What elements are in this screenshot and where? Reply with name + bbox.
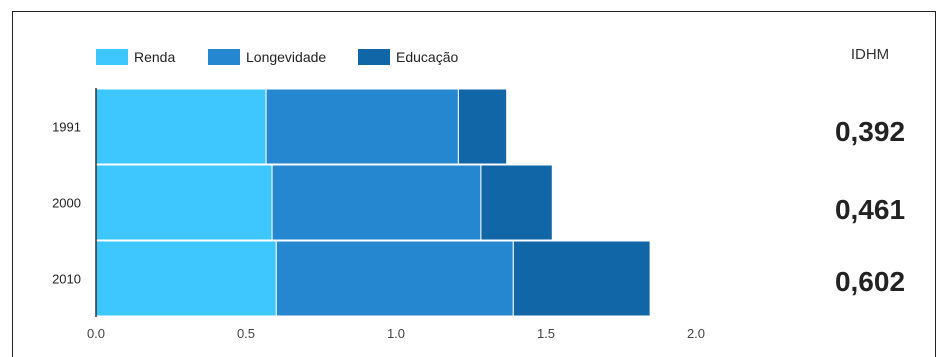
- legend-label-0: Renda: [134, 49, 175, 65]
- bar-2010-educação: [512, 240, 651, 317]
- legend-swatch-2: [358, 49, 390, 65]
- bar-2010-longevidade: [275, 240, 514, 317]
- legend-label-1: Longevidade: [246, 49, 326, 65]
- category-label-1991: 1991: [52, 120, 81, 135]
- idhm-title: IDHM: [850, 46, 890, 63]
- legend-label-2: Educação: [396, 49, 458, 65]
- x-tick-label-3: 1.5: [537, 326, 555, 341]
- idhm-value-2000: 0,461: [834, 194, 906, 225]
- y-axis: 1991 2000 2010: [52, 88, 97, 317]
- legend-swatch-1: [208, 49, 240, 65]
- x-tick-label-0: 0.0: [87, 326, 105, 341]
- bar-1991-longevidade: [265, 88, 459, 165]
- bars-group: [95, 88, 651, 317]
- x-tick-label-2: 1.0: [387, 326, 405, 341]
- chart-legend: Renda Longevidade Educação: [96, 49, 458, 65]
- idhm-value-2010: 0,602: [834, 266, 906, 297]
- idhm-value-1991: 0,392: [834, 116, 906, 147]
- bar-1991-renda: [95, 88, 267, 165]
- legend-swatch-0: [96, 49, 128, 65]
- bar-2000-renda: [95, 164, 273, 241]
- x-tick-label-1: 0.5: [237, 326, 255, 341]
- bar-2000-educação: [480, 164, 553, 241]
- category-label-2000: 2000: [52, 196, 81, 211]
- bar-2000-longevidade: [271, 164, 482, 241]
- bar-2010-renda: [95, 240, 277, 317]
- category-label-2010: 2010: [52, 272, 81, 287]
- bar-1991-educação: [457, 88, 508, 165]
- x-axis: 0.0 0.5 1.0 1.5 2.0: [87, 326, 705, 341]
- x-tick-label-4: 2.0: [687, 326, 705, 341]
